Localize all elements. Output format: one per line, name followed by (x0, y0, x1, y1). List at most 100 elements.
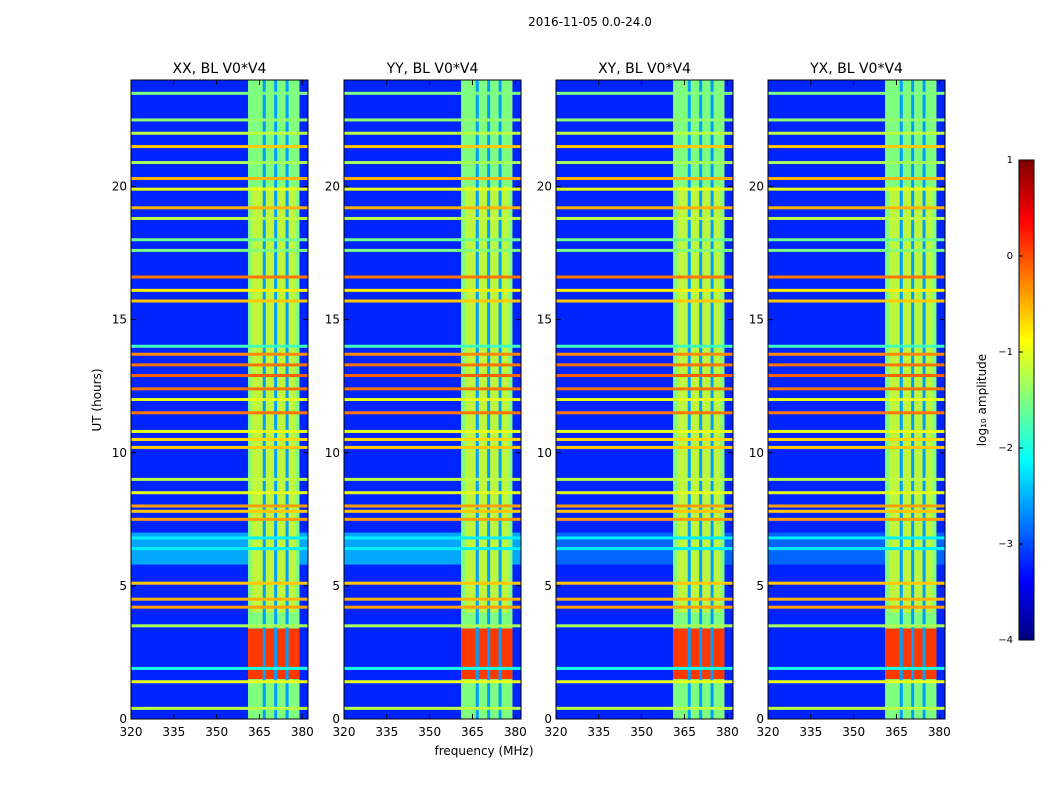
rfi-line (344, 706, 521, 710)
rfi-line (131, 445, 308, 449)
rfi-line (344, 491, 521, 495)
panel-frame (767, 79, 946, 720)
rfi-line (344, 374, 521, 378)
rfi-line (344, 288, 521, 292)
rfi-line (131, 206, 308, 210)
rfi-line (556, 248, 733, 252)
rfi-line (768, 581, 945, 585)
rfi-line (768, 536, 945, 540)
rfi-line (768, 131, 945, 135)
rfi-line (131, 118, 308, 122)
rfi-line (131, 387, 308, 391)
rfi-line (344, 299, 521, 303)
x-tick-label: 320 (120, 725, 143, 739)
x-tick-label: 350 (842, 725, 865, 739)
rfi-line (556, 597, 733, 601)
x-tick-label: 365 (248, 725, 271, 739)
rfi-line (131, 624, 308, 628)
rfi-line (344, 275, 521, 279)
rfi-line (768, 91, 945, 95)
rfi-line (768, 398, 945, 401)
x-tick-label: 335 (799, 725, 822, 739)
y-tick-label: 10 (112, 446, 127, 460)
rfi-line (556, 437, 733, 441)
panel-frame (555, 79, 734, 720)
rfi-line (768, 509, 945, 513)
panel-title: XY, BL V0*V4 (598, 61, 691, 77)
rfi-line (131, 509, 308, 513)
rfi-line (344, 177, 521, 181)
colorbar-tick-label: −1 (998, 347, 1013, 358)
x-tick-label: 365 (673, 725, 696, 739)
colorbar: 1 0 −1 −2 −3 −4 (998, 155, 1035, 646)
x-tick-label: 380 (716, 725, 739, 739)
colorbar-label: log₁₀ amplitude (975, 354, 989, 446)
rfi-line (131, 248, 308, 252)
panel-title: YY, BL V0*V4 (386, 61, 479, 77)
panel-frame (343, 79, 522, 720)
rfi-line (131, 398, 308, 401)
rfi-line (556, 206, 733, 210)
rfi-line (556, 216, 733, 220)
rfi-line (556, 145, 733, 149)
panel-title: XX, BL V0*V4 (173, 61, 267, 77)
rfi-line (344, 597, 521, 601)
y-tick-label: 20 (325, 180, 340, 194)
rfi-line (768, 299, 945, 303)
x-tick-label: 335 (587, 725, 610, 739)
colorbar-gradient (1018, 159, 1035, 641)
rfi-line (556, 680, 733, 684)
panel-xx: XX, BL V0*V4 320 335 350 365 380 0 5 10 15 20 (112, 61, 314, 739)
rfi-line (131, 161, 308, 165)
rfi-line (768, 491, 945, 495)
rfi-line (556, 706, 733, 710)
rfi-line (131, 238, 308, 242)
rfi-line (768, 238, 945, 242)
rfi-line (344, 477, 521, 481)
rfi-line (344, 161, 521, 165)
rfi-line (556, 666, 733, 670)
x-tick-label: 335 (375, 725, 398, 739)
rfi-line (556, 91, 733, 95)
colorbar-tick-label: 1 (1007, 155, 1013, 166)
rfi-line (131, 517, 308, 521)
rfi-line (344, 145, 521, 149)
rfi-line (131, 177, 308, 181)
rfi-line (768, 445, 945, 449)
y-tick-label: 10 (537, 446, 552, 460)
rfi-line (131, 91, 308, 95)
rfi-line (344, 624, 521, 628)
rfi-line (131, 363, 308, 367)
y-tick-label: 5 (756, 579, 764, 593)
rfi-line (768, 344, 945, 348)
rfi-line (344, 547, 521, 551)
rfi-line (556, 605, 733, 609)
colorbar-tick-label: −3 (998, 539, 1013, 550)
rfi-line (344, 429, 521, 433)
y-tick-label: 15 (112, 313, 127, 327)
x-tick-label: 380 (291, 725, 314, 739)
rfi-line (556, 581, 733, 585)
rfi-line (131, 374, 308, 378)
heatmap-area (344, 80, 521, 719)
rfi-line (131, 429, 308, 433)
rfi-line (344, 344, 521, 348)
panel-xy: XY, BL V0*V4 320 335 350 365 380 0 5 10 15 20 (537, 61, 739, 739)
rfi-line (556, 374, 733, 378)
rfi-line (768, 216, 945, 220)
rfi-line (344, 118, 521, 122)
rfi-line (556, 177, 733, 181)
x-tick-label: 365 (885, 725, 908, 739)
rfi-line (768, 288, 945, 292)
rfi-line (768, 374, 945, 378)
rfi-line (768, 429, 945, 433)
rfi-line (344, 666, 521, 670)
panel-title: YX, BL V0*V4 (809, 61, 903, 77)
rfi-line (768, 118, 945, 122)
rfi-line (344, 387, 521, 391)
x-tick-label: 320 (757, 725, 780, 739)
rfi-line (131, 491, 308, 495)
rfi-line (768, 387, 945, 391)
